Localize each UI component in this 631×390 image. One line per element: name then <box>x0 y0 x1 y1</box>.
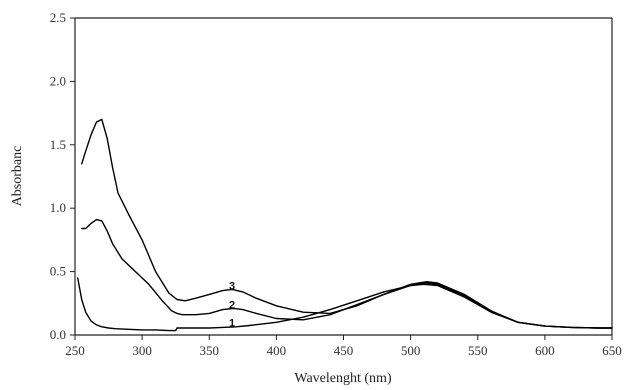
x-tick-label: 300 <box>132 343 152 358</box>
x-axis-ticks: 250 300 350 400 450 500 550 600 650 <box>65 335 622 358</box>
series-line-2 <box>81 218 613 329</box>
y-tick-label: 1.5 <box>50 137 66 152</box>
curve-labels: 1 2 3 <box>229 281 235 330</box>
curve-label-1: 1 <box>229 317 235 329</box>
y-axis-title: Absorbanc <box>10 146 25 207</box>
curve-label-2: 2 <box>229 300 235 312</box>
x-tick-label: 250 <box>65 343 85 358</box>
x-axis-title: Wavelenght (nm) <box>294 371 392 386</box>
curve-label-3: 3 <box>229 281 235 293</box>
y-tick-label: 2.0 <box>50 73 66 88</box>
series-line-3 <box>81 118 613 329</box>
series-layer <box>77 118 613 332</box>
x-tick-label: 500 <box>401 343 421 358</box>
y-tick-label: 1.0 <box>50 200 66 215</box>
x-tick-label: 350 <box>200 343 220 358</box>
x-tick-label: 400 <box>267 343 287 358</box>
y-axis-ticks: 0.0 0.5 1.0 1.5 2.0 2.5 <box>50 10 75 342</box>
x-tick-label: 450 <box>334 343 354 358</box>
series-line-1 <box>77 277 613 332</box>
x-tick-label: 600 <box>535 343 555 358</box>
y-tick-label: 2.5 <box>50 10 66 25</box>
x-tick-label: 550 <box>468 343 488 358</box>
y-tick-label: 0.0 <box>50 327 66 342</box>
y-tick-label: 0.5 <box>50 264 66 279</box>
x-tick-label: 650 <box>602 343 622 358</box>
plot-frame <box>74 17 613 336</box>
